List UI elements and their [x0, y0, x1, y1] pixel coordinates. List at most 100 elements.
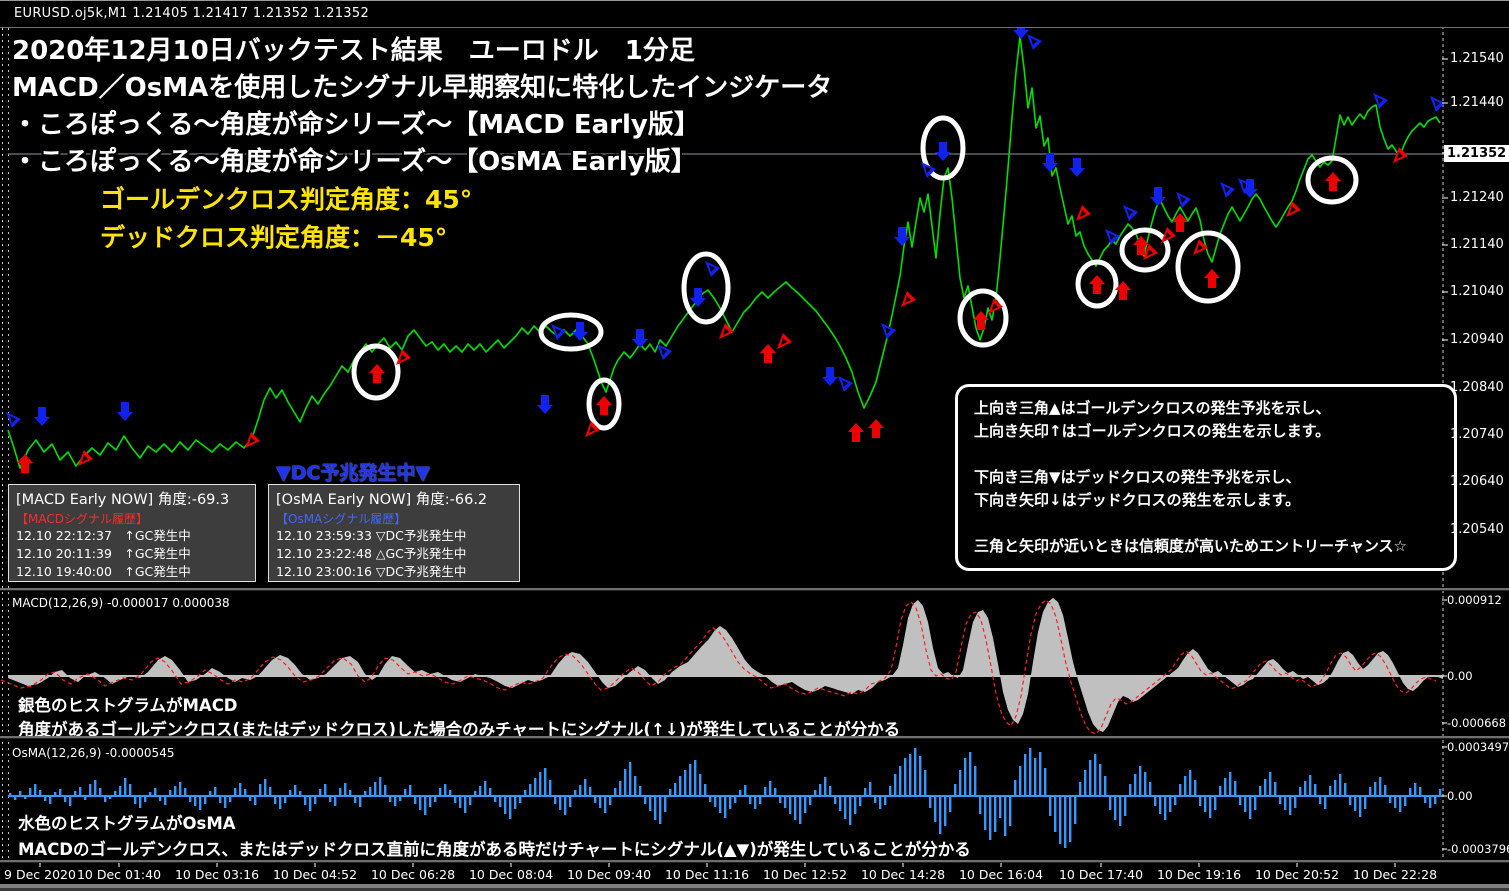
- osma-bar: [544, 768, 547, 796]
- time-axis-label: 10 Dec 03:16: [174, 867, 260, 882]
- osma-signal-box[interactable]: [OsMA Early NOW] 角度:-66.2 【OsMAシグナル履歴】 1…: [268, 484, 520, 582]
- osma-bar: [1024, 754, 1027, 796]
- osma-bar: [84, 796, 87, 800]
- osma-bar: [959, 770, 962, 796]
- osma-bar: [979, 796, 982, 814]
- osma-bar: [814, 790, 817, 796]
- osma-bar: [594, 796, 597, 803]
- separator-main-macd[interactable]: [0, 588, 1509, 591]
- osma-bar: [209, 791, 212, 796]
- gc-premonition-hollow: [249, 437, 255, 444]
- osma-bar: [1074, 796, 1077, 824]
- osma-bar: [1329, 786, 1332, 796]
- dc-premonition-hollow: [1434, 100, 1440, 107]
- osma-bar: [364, 791, 367, 796]
- osma-bar: [374, 782, 377, 796]
- osma-bar: [1129, 784, 1132, 796]
- macd-signal-box[interactable]: [MACD Early NOW] 角度:-69.3 【MACDシグナル履歴】 1…: [8, 484, 256, 582]
- osma-bar: [304, 796, 307, 805]
- highlight-ellipse: [957, 288, 1009, 348]
- osma-bar: [1049, 796, 1052, 816]
- highlight-ellipse: [920, 115, 966, 181]
- indicator-scales[interactable]: 0.000912 0.00 -0.000668 0.0003497 0.00 -0.000…: [1444, 588, 1509, 860]
- header-line-2: MACD／OsMAを使用したシグナル早期察知に特化したインジケータ: [12, 73, 833, 103]
- osma-bar: [144, 796, 147, 802]
- osma-bar: [719, 796, 722, 813]
- osma-bar: [424, 796, 427, 815]
- osma-bar: [1164, 796, 1167, 820]
- osma-bar: [1004, 796, 1007, 836]
- gc-premonition-hollow: [905, 296, 911, 303]
- osma-bar: [1389, 796, 1392, 803]
- osma-bar: [469, 796, 472, 805]
- gc-up-arrow: [1172, 213, 1188, 232]
- osma-bar: [1154, 796, 1157, 806]
- price-scale[interactable]: 1.215401.214401.213401.212401.211401.210…: [1444, 26, 1509, 588]
- time-axis-label: 10 Dec 20:52: [1254, 867, 1340, 882]
- osma-bar: [254, 796, 257, 805]
- osma-bar: [1289, 796, 1292, 815]
- osma-bar: [1169, 796, 1172, 812]
- time-axis-label: 10 Dec 01:40: [76, 867, 162, 882]
- osma-bar: [149, 792, 152, 796]
- osma-bar: [629, 762, 632, 796]
- dc-down-arrow: [117, 402, 133, 421]
- dc-down-arrow: [34, 407, 50, 426]
- time-axis-label: 10 Dec 17:40: [1058, 867, 1144, 882]
- gc-up-arrow: [868, 419, 884, 438]
- osma-bar: [24, 796, 27, 799]
- time-axis[interactable]: 9 Dec 2020 10 Dec 01:40 10 Dec 03:16 10 Dec…: [0, 862, 1509, 884]
- osma-bar: [1184, 776, 1187, 796]
- dc-premonition-hollow: [842, 380, 848, 387]
- gc-premonition-hollow: [589, 426, 595, 433]
- osma-bar: [799, 796, 802, 824]
- gc-up-arrow: [1133, 236, 1149, 255]
- gc-premonition-hollow: [1080, 210, 1086, 217]
- osma-bar: [529, 784, 532, 796]
- osma-bar: [1219, 786, 1222, 796]
- macd-history-title: 【MACDシグナル履歴】: [16, 512, 148, 526]
- osma-bar: [194, 796, 197, 806]
- osma-bar: [279, 796, 282, 809]
- osma-bar: [514, 796, 517, 809]
- osma-bar: [1089, 760, 1092, 796]
- osma-bar: [649, 796, 652, 811]
- osma-bar: [19, 791, 22, 796]
- window-bottom-edge: [0, 884, 1509, 888]
- dc-down-arrow: [1042, 153, 1058, 172]
- separator-macd-osma[interactable]: [0, 736, 1509, 739]
- osma-bar: [1159, 796, 1162, 814]
- osma-bar: [1194, 780, 1197, 796]
- gc-premonition-hollow: [400, 354, 406, 361]
- osma-bar: [1269, 772, 1272, 796]
- osma-bar: [889, 786, 892, 796]
- osma-bar: [674, 783, 677, 796]
- osma-bar: [924, 770, 927, 796]
- price-scale-label: 1.20640: [1450, 474, 1504, 489]
- legend-line: [974, 443, 1438, 466]
- legend-line: 下向き矢印↓はデッドクロスの発生を示します。: [974, 491, 1301, 509]
- legend-line: 下向き三角▼はデッドクロスの発生予兆を示し、: [974, 468, 1301, 486]
- osma-bar: [324, 784, 327, 796]
- osma-bar: [184, 788, 187, 796]
- dc-premonition-hollow: [1180, 196, 1186, 203]
- osma-bar: [1314, 784, 1317, 796]
- osma-bar: [359, 796, 362, 807]
- dc-down-arrow: [1150, 187, 1166, 206]
- separator-osma-timeaxis: [0, 860, 1509, 863]
- osma-bar: [1144, 772, 1147, 796]
- osma-bar: [1014, 780, 1017, 796]
- osma-bar: [1174, 796, 1177, 805]
- osma-bar: [1249, 796, 1252, 819]
- osma-bar: [449, 790, 452, 796]
- osma-bar: [969, 752, 972, 796]
- dc-down-arrow: [822, 367, 838, 386]
- osma-bar: [154, 788, 157, 796]
- osma-bar: [454, 796, 457, 803]
- osma-bar: [1369, 787, 1372, 796]
- osma-bar: [1019, 766, 1022, 796]
- osma-bar: [99, 788, 102, 796]
- osma-bar: [339, 788, 342, 796]
- osma-bar: [464, 796, 467, 813]
